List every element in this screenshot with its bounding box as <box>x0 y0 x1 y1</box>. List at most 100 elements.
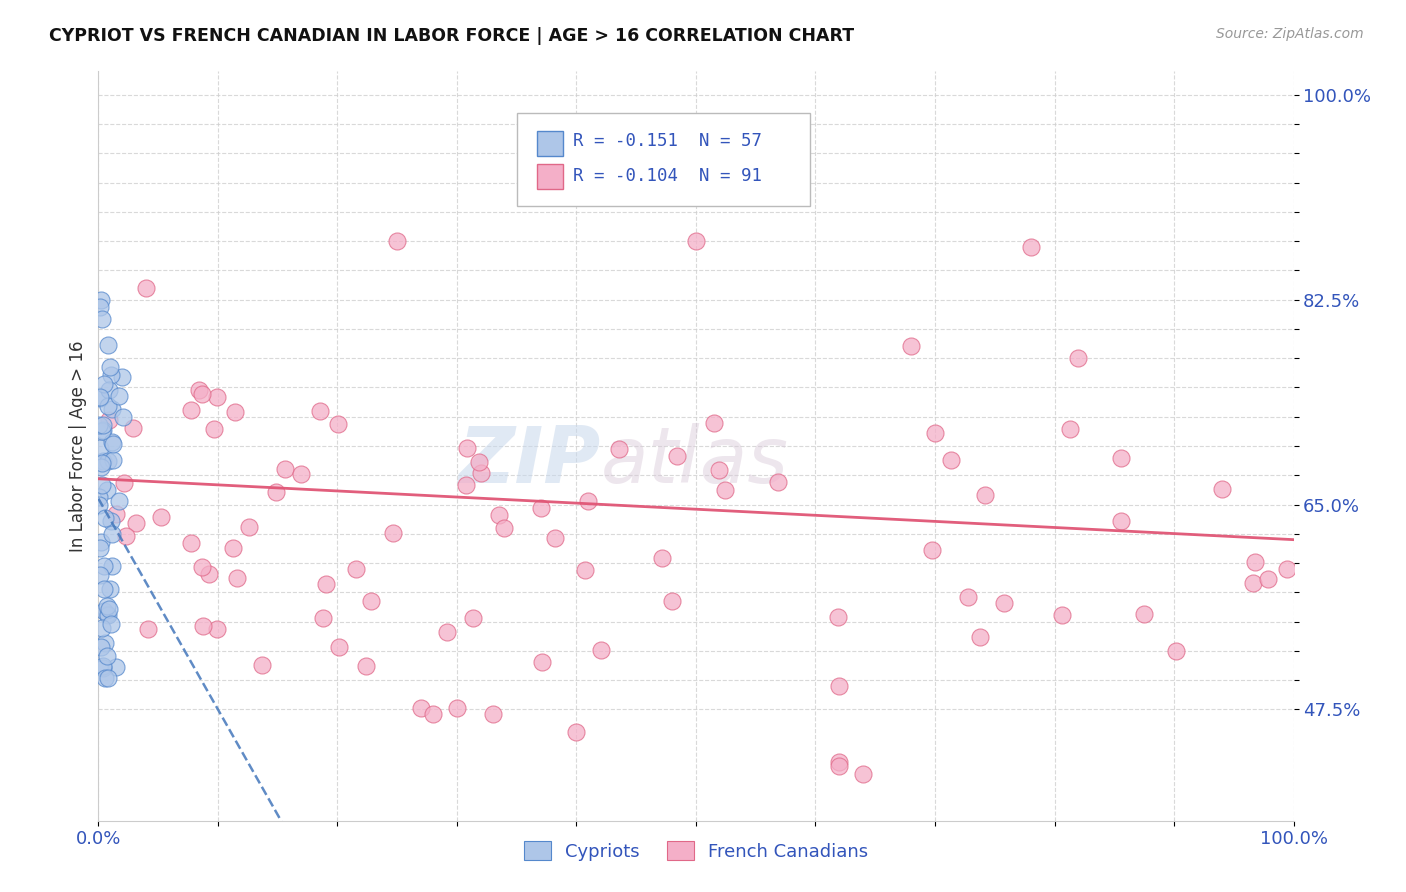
Point <box>1244 555 1267 569</box>
Text: Source: ZipAtlas.com: Source: ZipAtlas.com <box>1216 27 1364 41</box>
Point <box>852 767 875 781</box>
Point <box>1166 644 1188 658</box>
Point <box>1133 607 1156 621</box>
Point <box>436 624 458 639</box>
Point <box>91 621 114 635</box>
Point <box>488 508 510 522</box>
Point <box>969 631 991 645</box>
Point <box>768 475 790 489</box>
Point <box>290 467 312 482</box>
Point <box>90 534 112 549</box>
Point <box>607 442 630 457</box>
Point <box>202 422 225 436</box>
Point <box>360 594 382 608</box>
Point <box>939 453 962 467</box>
Point <box>1241 576 1264 591</box>
Point <box>91 424 114 438</box>
FancyBboxPatch shape <box>517 112 810 206</box>
Point <box>974 488 997 502</box>
Point <box>456 442 478 456</box>
Point <box>96 648 118 663</box>
Point <box>1275 562 1298 576</box>
Text: CYPRIOT VS FRENCH CANADIAN IN LABOR FORCE | AGE > 16 CORRELATION CHART: CYPRIOT VS FRENCH CANADIAN IN LABOR FORC… <box>49 27 855 45</box>
Point <box>1109 514 1132 528</box>
Point <box>827 610 849 624</box>
Point <box>97 608 120 623</box>
Point <box>89 441 111 455</box>
Point <box>89 498 111 512</box>
Point <box>481 707 505 722</box>
Point <box>411 701 433 715</box>
Point <box>94 672 117 686</box>
Point <box>205 623 228 637</box>
Point <box>91 659 114 673</box>
Point <box>315 577 337 591</box>
Point <box>312 611 335 625</box>
Point <box>114 529 136 543</box>
Point <box>90 478 112 492</box>
Point <box>89 390 111 404</box>
Point <box>707 463 730 477</box>
Point <box>264 484 287 499</box>
Point <box>101 401 124 416</box>
Point <box>225 571 247 585</box>
Point <box>104 660 127 674</box>
Point <box>492 521 515 535</box>
Point <box>96 607 118 622</box>
Point <box>96 483 118 497</box>
Point <box>956 591 979 605</box>
Point <box>91 456 114 470</box>
Point <box>422 707 444 722</box>
Point <box>224 404 246 418</box>
Point <box>828 758 851 772</box>
Point <box>98 601 121 615</box>
Point <box>89 418 111 433</box>
Point <box>97 671 120 685</box>
Point <box>565 724 588 739</box>
Point <box>103 453 125 467</box>
Point <box>1067 351 1090 366</box>
Text: R = -0.104  N = 91: R = -0.104 N = 91 <box>572 168 762 186</box>
Point <box>107 493 129 508</box>
Point <box>90 293 112 307</box>
Point <box>589 643 612 657</box>
Point <box>651 550 673 565</box>
Point <box>93 582 115 596</box>
Point <box>89 301 111 315</box>
Point <box>993 596 1015 610</box>
Point <box>714 483 737 498</box>
Point <box>1211 483 1233 497</box>
Point <box>187 384 209 398</box>
Point <box>1059 422 1081 436</box>
Point <box>180 536 202 550</box>
Point <box>108 389 131 403</box>
Point <box>98 383 121 397</box>
Point <box>328 640 350 655</box>
Point <box>530 656 553 670</box>
Point <box>828 755 851 769</box>
Point <box>110 370 132 384</box>
Legend: Cypriots, French Canadians: Cypriots, French Canadians <box>516 834 876 868</box>
Text: R = -0.151  N = 57: R = -0.151 N = 57 <box>572 132 762 150</box>
Point <box>198 567 221 582</box>
Point <box>93 559 115 574</box>
Point <box>250 658 273 673</box>
Point <box>666 449 689 463</box>
Point <box>900 339 922 353</box>
Point <box>921 543 943 558</box>
Point <box>101 437 124 451</box>
Point <box>326 417 349 431</box>
Point <box>111 409 134 424</box>
Point <box>661 594 683 608</box>
Point <box>93 604 115 618</box>
Point <box>461 611 484 625</box>
Point <box>93 376 115 391</box>
FancyBboxPatch shape <box>537 130 564 156</box>
Point <box>97 454 120 468</box>
Point <box>90 459 112 474</box>
Point <box>205 390 228 404</box>
Text: ZIP: ZIP <box>458 423 600 499</box>
Point <box>101 527 124 541</box>
Point <box>574 562 596 576</box>
Point <box>87 490 110 504</box>
